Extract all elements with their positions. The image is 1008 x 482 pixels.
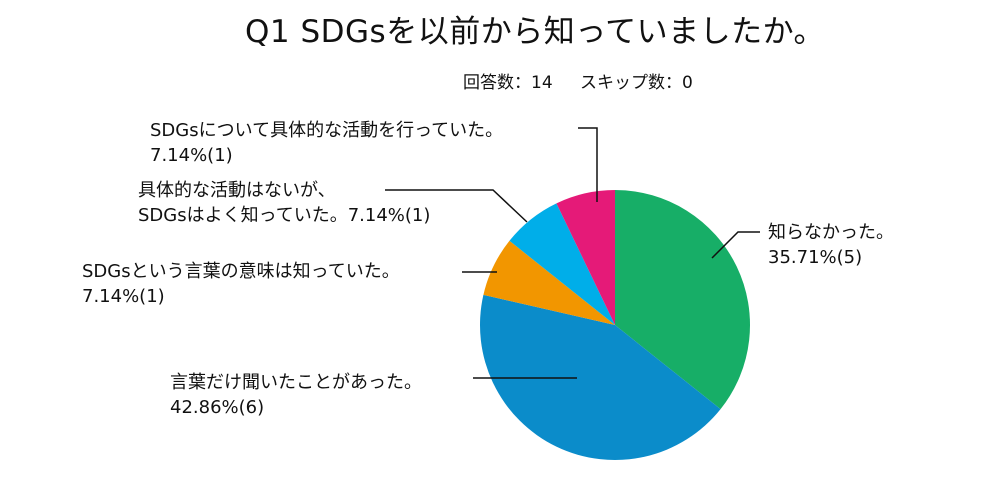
- leader-line-0: [711, 231, 760, 259]
- pie-slice-1: [480, 294, 721, 460]
- chart-title: Q1 SDGsを以前から知っていましたか。: [245, 14, 826, 50]
- slice-label-4: SDGsについて具体的な活動を行っていた。 7.14%(1): [150, 120, 504, 166]
- pie-slice-3: [509, 203, 615, 325]
- slice-label-2: SDGsという言葉の意味は知っていた。 7.14%(1): [82, 261, 400, 307]
- pie-slice-0: [615, 190, 750, 410]
- response-summary: 回答数：14 スキップ数：0: [463, 68, 715, 93]
- leader-line-3: [385, 189, 528, 223]
- slice-label-1: 言葉だけ聞いたことがあった。 42.86%(6): [170, 372, 422, 418]
- response-count: 回答数：14: [463, 73, 553, 93]
- pie-slice-4: [556, 190, 615, 325]
- leader-line-4: [578, 127, 598, 202]
- skip-count: スキップ数：0: [580, 73, 693, 93]
- pie-slice-2: [483, 240, 615, 325]
- slice-label-3: 具体的な活動はないが、 SDGsはよく知っていた。7.14%(1): [138, 180, 431, 226]
- slice-label-0: 知らなかった。 35.71%(5): [768, 222, 894, 268]
